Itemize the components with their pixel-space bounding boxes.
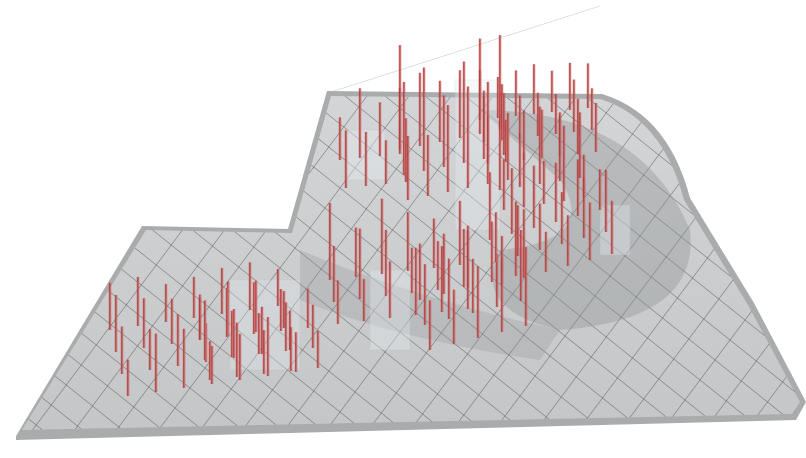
grid-line xyxy=(22,96,41,430)
grid-line xyxy=(555,96,800,430)
columns xyxy=(108,35,614,396)
grid-line xyxy=(219,96,521,430)
guide-line xyxy=(330,5,601,93)
grid-line xyxy=(22,96,161,430)
grid-line xyxy=(681,96,800,430)
grid-line xyxy=(135,96,437,430)
grid-line xyxy=(177,96,479,430)
shadow xyxy=(480,110,691,330)
grid-line xyxy=(387,96,689,430)
glass-panel xyxy=(599,204,631,256)
glass-panel xyxy=(454,79,501,231)
grid-line xyxy=(0,60,16,458)
grid-line xyxy=(22,96,201,430)
grid-line xyxy=(22,96,401,430)
grid-line xyxy=(303,96,605,430)
grid-line xyxy=(259,96,761,430)
grid-line xyxy=(723,96,800,430)
grid-line xyxy=(22,96,241,430)
grid-line xyxy=(459,96,800,430)
grid-line xyxy=(299,96,800,430)
grid-line xyxy=(93,96,395,430)
